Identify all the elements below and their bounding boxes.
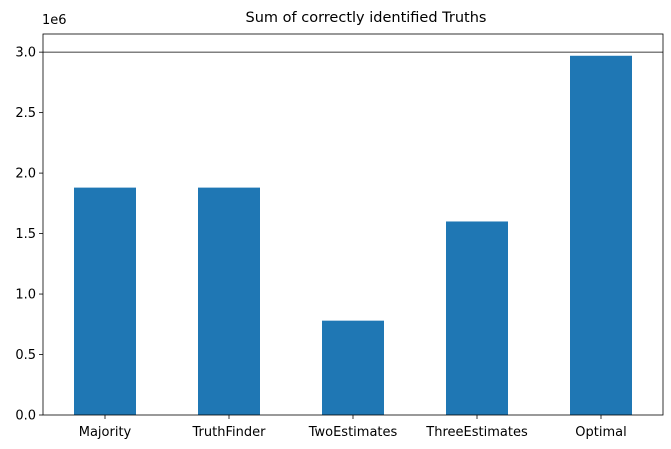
bar-twoestimates <box>322 320 384 415</box>
bar-majority <box>74 187 136 415</box>
y-offset-label: 1e6 <box>42 13 67 28</box>
y-tick-label: 3.0 <box>15 46 36 61</box>
bar-truthfinder <box>198 187 260 415</box>
y-tick-label: 0.0 <box>15 409 36 424</box>
y-tick-label: 1.5 <box>15 227 36 242</box>
y-tick-label: 0.5 <box>15 348 36 363</box>
bar-threeestimates <box>446 221 508 415</box>
x-tick-label: TwoEstimates <box>308 425 398 440</box>
y-tick-label: 1.0 <box>15 288 36 303</box>
x-tick-label: ThreeEstimates <box>425 425 528 440</box>
x-tick-label: TruthFinder <box>192 425 267 440</box>
x-tick-label: Optimal <box>575 425 626 440</box>
chart-title: Sum of correctly identified Truths <box>246 10 487 26</box>
y-tick-label: 2.0 <box>15 167 36 182</box>
bar-optimal <box>570 55 632 416</box>
y-tick-label: 2.5 <box>15 106 36 121</box>
x-tick-label: Majority <box>79 425 132 440</box>
plot-area: 0.0 0.5 1.0 1.5 2.0 2.5 3.0 Majority TruthFinder… <box>15 33 664 440</box>
